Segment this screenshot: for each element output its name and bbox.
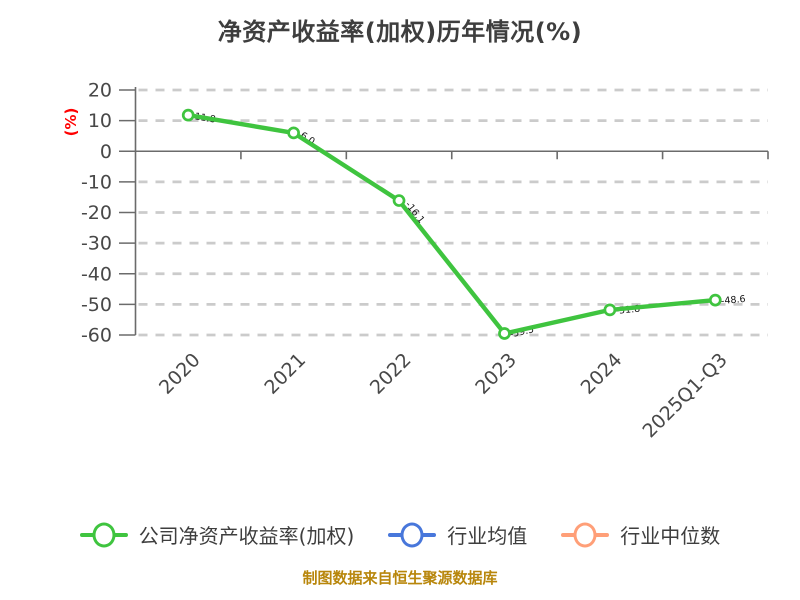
x-tick-label: 2024 <box>577 349 627 399</box>
data-point-marker <box>603 303 617 317</box>
point-value-label: -48.6 <box>721 294 747 307</box>
x-tick-label: 2020 <box>155 349 205 399</box>
legend-item-industry-mean: 行业均值 <box>388 520 527 549</box>
data-point-marker <box>287 126 300 140</box>
legend-line-swatch-green <box>79 522 128 547</box>
legend-item-company-roe: 公司净资产收益率(加权) <box>79 520 355 549</box>
legend: 公司净资产收益率(加权) 行业均值 行业中位数 <box>0 520 800 549</box>
y-tick-label: -20 <box>81 202 112 224</box>
data-source-note: 制图数据来自恒生聚源数据库 <box>302 569 498 587</box>
y-tick-label: -10 <box>81 171 112 193</box>
x-tick-label: 2022 <box>366 349 416 399</box>
legend-label-industry-mean: 行业均值 <box>447 524 528 548</box>
y-tick-label: -50 <box>81 294 112 316</box>
legend-line-swatch-blue <box>388 522 437 547</box>
y-tick-label: -40 <box>81 263 112 285</box>
circle-marker-icon <box>92 522 116 547</box>
data-point-marker <box>181 108 195 122</box>
circle-marker-icon <box>400 522 424 547</box>
chart-title: 净资产收益率(加权)历年情况(%) <box>217 18 583 46</box>
legend-label-industry-median: 行业中位数 <box>620 524 721 548</box>
circle-marker-icon <box>573 522 597 547</box>
data-point-marker <box>708 293 722 307</box>
y-tick-label: -60 <box>81 325 112 347</box>
y-tick-label: 10 <box>88 110 112 132</box>
x-tick-label: 2025Q1-Q3 <box>638 349 731 442</box>
legend-label-company-roe: 公司净资产收益率(加权) <box>138 524 355 548</box>
y-tick-label: -30 <box>81 233 112 255</box>
legend-item-industry-median: 行业中位数 <box>561 520 720 549</box>
x-tick-label: 2023 <box>471 349 521 399</box>
data-point-marker <box>392 194 406 207</box>
x-tick-label: 2021 <box>260 349 310 399</box>
y-tick-label: 0 <box>100 141 112 163</box>
y-axis-title: (%) <box>62 108 80 137</box>
y-tick-label: 20 <box>88 80 112 102</box>
legend-line-swatch-orange <box>561 522 610 547</box>
data-point-marker <box>498 327 511 340</box>
series-line-company-roe <box>185 112 718 336</box>
